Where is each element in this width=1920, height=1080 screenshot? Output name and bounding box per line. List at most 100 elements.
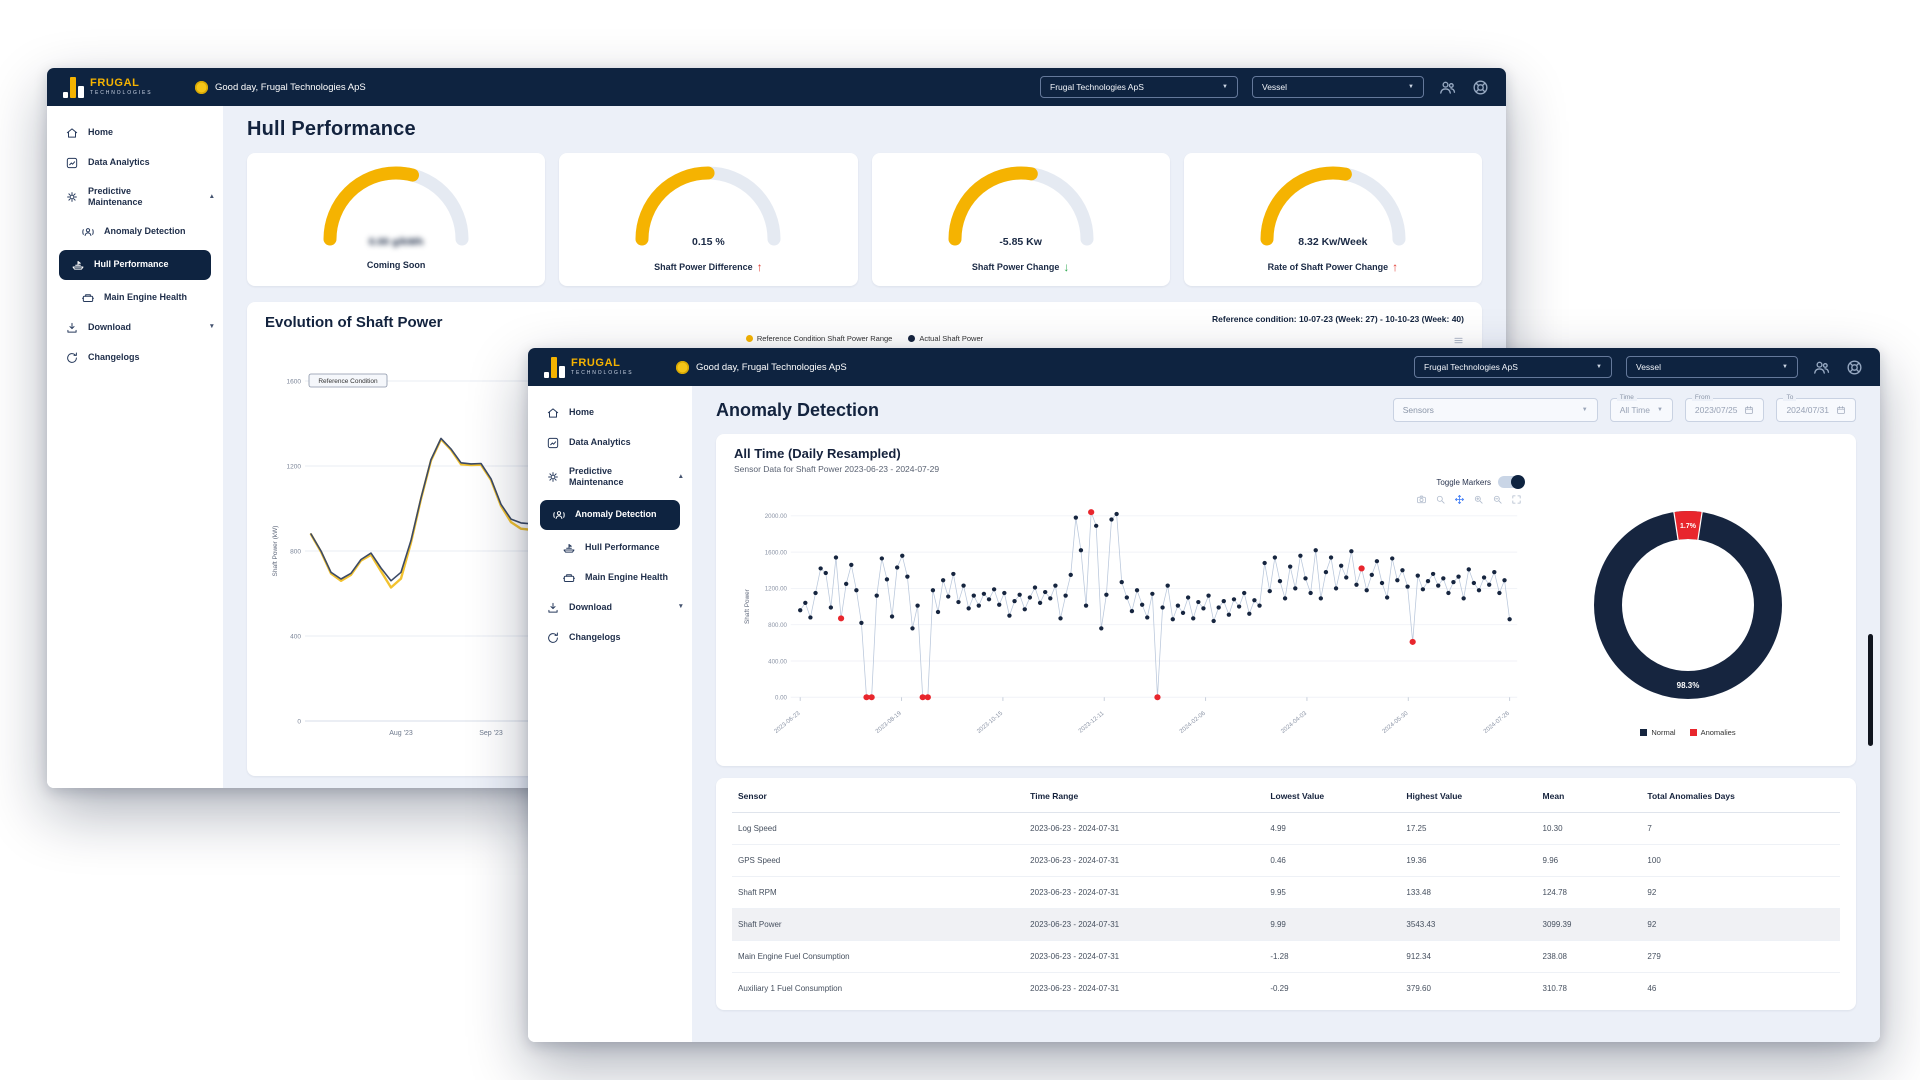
sidebar-item-data-analytics[interactable]: Data Analytics <box>528 428 692 458</box>
gauge-value: 0.00 g/kWh <box>368 236 424 248</box>
greeting-text: Good day, Frugal Technologies ApS <box>215 81 366 93</box>
legend-item-anomalies[interactable]: Anomalies <box>1689 728 1736 737</box>
toggle-markers-switch[interactable] <box>1498 475 1525 489</box>
svg-text:Aug '23: Aug '23 <box>389 730 413 737</box>
sidebar-item-predictive-maintenance[interactable]: Predictive Maintenance ▲ <box>528 458 692 497</box>
users-icon[interactable] <box>1438 78 1457 97</box>
table-row-shaft-rpm[interactable]: Shaft RPM 2023-06-23 - 2024-07-31 9.95 133.… <box>732 876 1840 909</box>
download-icon <box>65 321 79 335</box>
sidebar-item-download[interactable]: Download ▼ <box>47 313 223 343</box>
time-field-label: Time <box>1616 394 1637 401</box>
legend-square-icon <box>1640 729 1648 736</box>
sidebar-item-predictive-maintenance[interactable]: Predictive Maintenance ▲ <box>47 178 223 217</box>
analytics-icon <box>546 436 560 450</box>
table-row-gps-speed[interactable]: GPS Speed 2023-06-23 - 2024-07-31 0.46 19.3… <box>732 844 1840 877</box>
brand-logo-icon <box>63 76 84 98</box>
sidebar: Home Data Analytics Predictive Maintenance… <box>528 386 692 1042</box>
anomaly-donut-chart: 1.7% 98.3% <box>1594 510 1782 699</box>
svg-text:Sep '23: Sep '23 <box>479 730 503 737</box>
menu-icon[interactable] <box>1453 333 1464 344</box>
brand-name: FRUGAL <box>90 77 140 89</box>
to-field-label: To <box>1783 394 1797 401</box>
chart-subtitle: Sensor Data for Shaft Power 2023-06-23 -… <box>734 464 940 474</box>
brand-logo: FRUGAL TECHNOLOGIES <box>544 356 662 378</box>
calendar-icon <box>1744 405 1754 415</box>
legend-item-reference-condition-shaft-power-range: Reference Condition Shaft Power Range <box>745 334 892 343</box>
changelog-icon <box>65 351 79 365</box>
svg-text:1600.00: 1600.00 <box>765 550 788 556</box>
users-icon[interactable] <box>1812 358 1831 377</box>
vessel-select[interactable]: Vessel ▼ <box>1626 356 1798 378</box>
svg-text:Reference Condition: Reference Condition <box>318 378 378 385</box>
sidebar-item-home[interactable]: Home <box>528 398 692 428</box>
analytics-icon <box>65 156 79 170</box>
sidebar-item-hull-performance[interactable]: Hull Performance <box>59 249 211 280</box>
gauge: 8.32 Kw/Week <box>1253 161 1413 252</box>
filter-bar: Sensors ▼ Time All Time ▼ From 2023/07/25 <box>1392 394 1856 422</box>
table-row-auxiliary-1-fuel-consumption[interactable]: Auxiliary 1 Fuel Consumption 2023-06-23 -… <box>738 984 1657 993</box>
anomaly-icon <box>552 508 566 522</box>
gauge-value: 8.32 Kw/Week <box>1298 236 1368 248</box>
trend-up-arrow-icon: ↑ <box>1392 260 1399 274</box>
time-range-select[interactable]: Time All Time ▼ <box>1609 394 1673 422</box>
table-row-log-speed[interactable]: Log Speed 2023-06-23 - 2024-07-31 4.99 17.2… <box>732 812 1840 845</box>
legend-item-normal[interactable]: Normal <box>1640 728 1676 737</box>
sensor-summary-table: Sensor Time Range Lowest Value Highest Valu… <box>732 780 1840 1004</box>
sidebar-item-home[interactable]: Home <box>47 118 223 148</box>
shaft-power-scatter-chart: 2000.00 1600.00 1200.00 800.00 400.00 0.00 Sha… <box>744 509 1518 735</box>
brand-name: FRUGAL <box>571 357 621 369</box>
calendar-icon <box>1836 405 1846 415</box>
svg-text:1200: 1200 <box>287 464 302 471</box>
greeting: Good day, Frugal Technologies ApS <box>195 80 366 94</box>
chevron-down-icon: ▼ <box>1596 364 1602 370</box>
svg-text:2024-04-03: 2024-04-03 <box>1280 710 1308 734</box>
svg-text:1600: 1600 <box>287 379 302 386</box>
sensors-select[interactable]: Sensors ▼ <box>1392 398 1598 422</box>
chevron-up-icon: ▲ <box>677 473 684 481</box>
sidebar-item-hull-performance[interactable]: Hull Performance <box>528 533 692 563</box>
table-row-shaft-power[interactable]: Shaft Power 2023-06-23 - 2024-07-31 9.99 35… <box>732 908 1840 941</box>
zoom-out-icon[interactable] <box>1492 492 1503 504</box>
svg-text:2000.00: 2000.00 <box>765 514 788 520</box>
sidebar-item-changelogs[interactable]: Changelogs <box>528 623 692 653</box>
gauge-label: Rate of Shaft Power Change ↑ <box>1267 260 1399 274</box>
gauge-label: Shaft Power Difference ↑ <box>654 260 763 274</box>
svg-text:Shaft Power: Shaft Power <box>744 588 751 624</box>
autoscale-icon[interactable] <box>1511 492 1522 504</box>
vessel-select[interactable]: Vessel ▼ <box>1252 76 1424 98</box>
table-row-main-engine-fuel-consumption[interactable]: Main Engine Fuel Consumption 2023-06-23 -… <box>732 940 1840 973</box>
donut-legend: Normal Anomalies <box>1640 728 1736 737</box>
organization-select[interactable]: Frugal Technologies ApS ▼ <box>1040 76 1238 98</box>
sidebar-item-anomaly-detection[interactable]: Anomaly Detection <box>47 217 223 247</box>
camera-icon[interactable] <box>1416 492 1427 504</box>
date-from-input[interactable]: From 2023/07/25 <box>1684 394 1765 422</box>
date-to-input[interactable]: To 2024/07/31 <box>1776 394 1856 422</box>
svg-text:1.7%: 1.7% <box>1680 523 1697 530</box>
lifebuoy-icon[interactable] <box>1471 78 1490 97</box>
gauge: -5.85 Kw <box>941 161 1101 252</box>
legend-square-icon <box>1689 729 1697 736</box>
lifebuoy-icon[interactable] <box>1845 358 1864 377</box>
pan-icon[interactable] <box>1454 492 1465 505</box>
sidebar-item-download[interactable]: Download ▼ <box>528 593 692 623</box>
organization-select[interactable]: Frugal Technologies ApS ▼ <box>1414 356 1612 378</box>
svg-text:2023-12-11: 2023-12-11 <box>1078 710 1106 734</box>
svg-text:2024-05-30: 2024-05-30 <box>1382 710 1410 734</box>
sidebar-item-anomaly-detection[interactable]: Anomaly Detection <box>540 499 680 530</box>
zoom-in-icon[interactable] <box>1473 492 1484 504</box>
sidebar-item-main-engine-health[interactable]: Main Engine Health <box>528 563 692 593</box>
svg-text:2023-06-23: 2023-06-23 <box>774 710 802 734</box>
sidebar-item-data-analytics[interactable]: Data Analytics <box>47 148 223 178</box>
scatter-zone: Toggle Markers 2000.00 1600.00 1200.00 800.… <box>734 475 1538 760</box>
kpi-card-shaft-power-difference: 0.15 % Shaft Power Difference ↑ <box>559 153 858 286</box>
sidebar-item-changelogs[interactable]: Changelogs <box>47 343 223 373</box>
column-header-highest-value: Highest Value <box>1400 780 1537 813</box>
column-header-time-range: Time Range <box>1024 780 1265 813</box>
svg-text:400: 400 <box>290 634 301 641</box>
zoom-icon[interactable] <box>1435 492 1446 504</box>
svg-text:Shaft Power (kW): Shaft Power (kW) <box>272 526 279 577</box>
svg-text:1200.00: 1200.00 <box>765 587 788 593</box>
svg-text:2023-10-15: 2023-10-15 <box>976 710 1004 734</box>
vertical-scrollbar[interactable] <box>1868 634 1873 746</box>
sidebar-item-main-engine-health[interactable]: Main Engine Health <box>47 283 223 313</box>
